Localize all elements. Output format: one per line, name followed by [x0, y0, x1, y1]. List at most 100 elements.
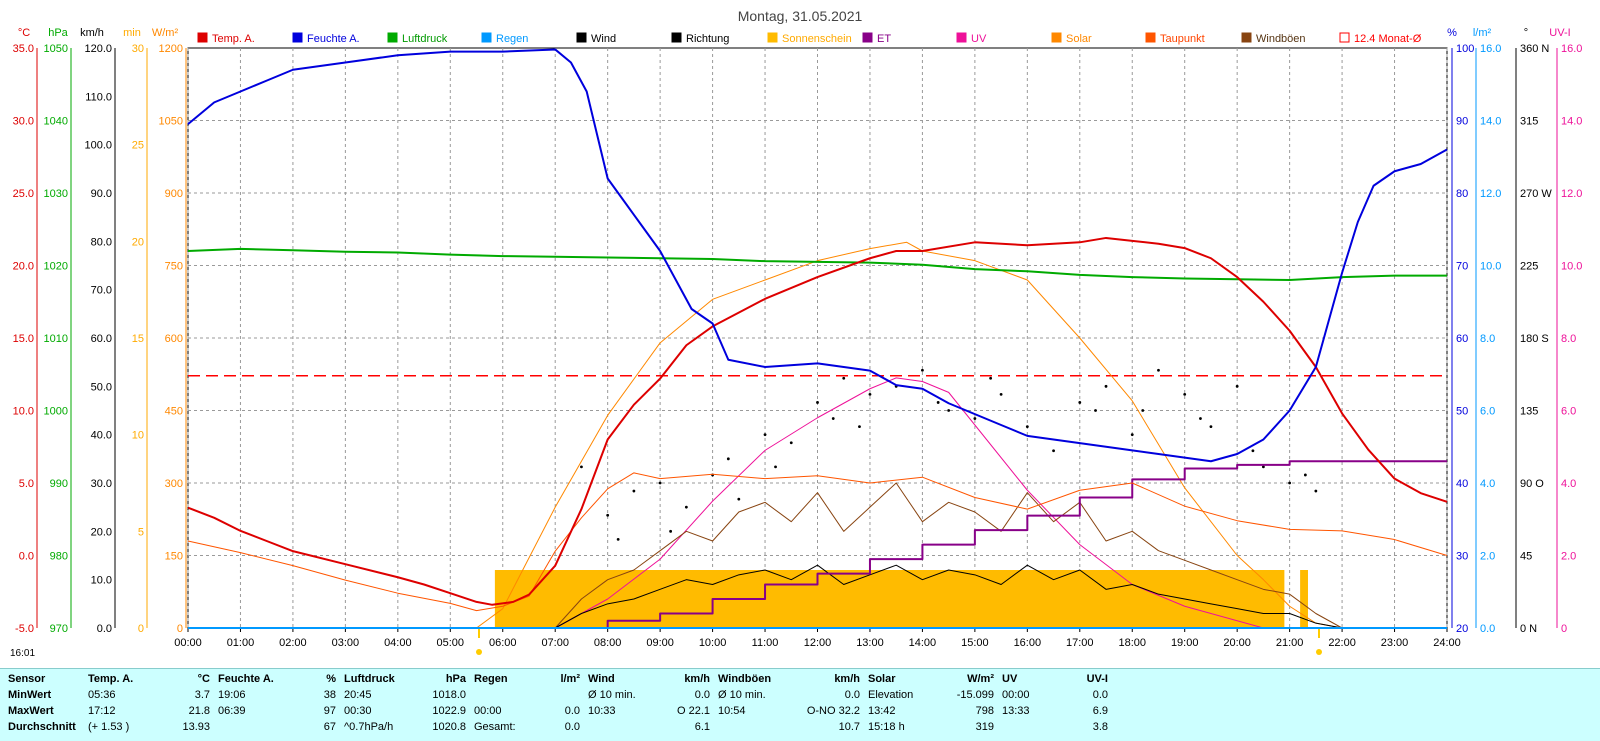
axis-tick-label: 30.0 [13, 116, 34, 128]
stats-cell: -15.099 [956, 689, 994, 701]
stats-header-cell: % [326, 673, 336, 685]
direction-point [1303, 473, 1307, 477]
axis-tick-label: 12.0 [1561, 188, 1582, 200]
stats-cell [714, 719, 796, 735]
legend-label: ET [877, 33, 891, 45]
direction-point [606, 513, 610, 517]
stats-cell [470, 687, 538, 703]
stats-cell: 0.0 [694, 689, 710, 701]
stats-cell: 13.93 [182, 721, 210, 733]
legend-swatch [387, 32, 398, 43]
legend-swatch [1051, 32, 1062, 43]
x-tick-label: 24:00 [1433, 637, 1461, 649]
stats-header-row: Sensor Temp. A. °C Feuchte A.% Luftdruck hPa R… [4, 671, 1112, 687]
stats-cell: 15:18 h [868, 721, 905, 733]
axis-tick-label: 20 [132, 236, 144, 248]
stats-cell: MaxWert [8, 705, 54, 717]
stats-row: MinWert 05:36 3.7 19:06 38 20:45 1018.0 Ø 10 mi… [4, 687, 1112, 703]
legend-label: Windböen [1256, 33, 1306, 45]
axis-tick-label: 750 [165, 261, 183, 273]
stats-cell: 20:45 [344, 689, 372, 701]
stats-row: MaxWert 17:12 21.8 06:39 97 00:30 1022.9 00:00 0… [4, 703, 1112, 719]
stats-header-cell: Solar [868, 673, 896, 685]
axis-unit-label: ° [1524, 27, 1528, 39]
stats-cell: 00:00 [474, 705, 502, 717]
sunset-marker [1316, 649, 1322, 655]
legend-swatch [197, 32, 208, 43]
x-tick-label: 07:00 [541, 637, 569, 649]
direction-point [1094, 409, 1097, 412]
axis-tick-label: 450 [165, 406, 183, 418]
axis-tick-label: 0 [138, 623, 144, 635]
axis-tick-label: 10.0 [1480, 261, 1501, 273]
direction-point [789, 441, 793, 445]
direction-point [1104, 384, 1108, 388]
axis-tick-label: 15.0 [13, 333, 34, 345]
stats-cell: 0.0 [844, 689, 860, 701]
legend-swatch [956, 32, 967, 43]
axis-tick-label: 12.0 [1480, 188, 1501, 200]
axis-tick-label: 1050 [44, 43, 68, 55]
axis-tick-label: 70.0 [91, 285, 112, 297]
sunshine-bar [494, 570, 1285, 628]
stats-cell: 0.0 [1092, 689, 1108, 701]
axis-tick-label: 900 [165, 188, 183, 200]
legend-label: 12.4 Monat-Ø [1354, 33, 1422, 45]
axis-tick-label: 2.0 [1561, 551, 1576, 563]
x-tick-label: 02:00 [279, 637, 307, 649]
x-tick-label: 17:00 [1066, 637, 1094, 649]
axis-tick-label: 5.0 [19, 478, 34, 490]
axis-tick-label: 1000 [44, 406, 68, 418]
series-line-wind [554, 564, 1343, 629]
direction-point [737, 497, 741, 501]
legend-label: Regen [496, 33, 528, 45]
stats-panel: Sensor Temp. A. °C Feuchte A.% Luftdruck hPa R… [0, 668, 1600, 741]
direction-point [999, 392, 1003, 396]
axis-tick-label: 0.0 [97, 623, 112, 635]
axis-tick-label: 8.0 [1561, 333, 1576, 345]
axis-tick-label: 90 O [1520, 478, 1544, 490]
stats-cell: Gesamt: [474, 721, 516, 733]
axis-tick-label: 16.0 [1480, 43, 1501, 55]
legend-label: Temp. A. [212, 33, 255, 45]
stats-cell: 13:33 [1002, 705, 1030, 717]
axis-tick-label: 0 [1561, 623, 1567, 635]
axis-tick-label: 16.0 [1561, 43, 1582, 55]
axis-tick-label: 35.0 [13, 43, 34, 55]
direction-point [616, 537, 620, 541]
legend-label: Sonnenschein [782, 33, 852, 45]
axis-unit-label: % [1447, 27, 1457, 39]
legend-label: Wind [591, 33, 616, 45]
axis-tick-label: 50 [1456, 406, 1468, 418]
axis-tick-label: 10 [132, 430, 144, 442]
direction-point [1157, 368, 1160, 372]
axis-tick-label: 100.0 [84, 140, 112, 152]
x-tick-label: 23:00 [1381, 637, 1409, 649]
axis-tick-label: 6.0 [1480, 406, 1495, 418]
direction-point [726, 457, 730, 461]
stats-cell: 21.8 [188, 705, 210, 717]
axis-tick-label: 300 [165, 478, 183, 490]
stats-cell [584, 719, 662, 735]
stats-cell: Ø 10 min. [588, 689, 636, 701]
axis-tick-label: 4.0 [1480, 478, 1495, 490]
direction-point [632, 489, 636, 493]
axis-unit-label: hPa [48, 27, 68, 39]
legend-swatch [1145, 32, 1156, 43]
direction-point [831, 417, 835, 420]
x-tick-label: 13:00 [856, 637, 884, 649]
stats-header-cell: Luftdruck [344, 673, 395, 685]
stats-header-cell: Windböen [718, 673, 772, 685]
axis-tick-label: 135 [1520, 406, 1538, 418]
axis-tick-label: 120.0 [84, 43, 112, 55]
axis-tick-label: 1020 [44, 261, 68, 273]
axis-tick-label: 20.0 [91, 526, 112, 538]
legend-swatch [1241, 32, 1252, 43]
stats-cell: 19:06 [218, 689, 246, 701]
sunrise-marker [476, 649, 482, 655]
axis-tick-label: 10.0 [13, 406, 34, 418]
direction-point [580, 465, 583, 469]
axis-tick-label: 980 [50, 551, 68, 563]
axis-tick-label: 10.0 [91, 575, 112, 587]
stats-cell: O 22.1 [676, 705, 710, 717]
